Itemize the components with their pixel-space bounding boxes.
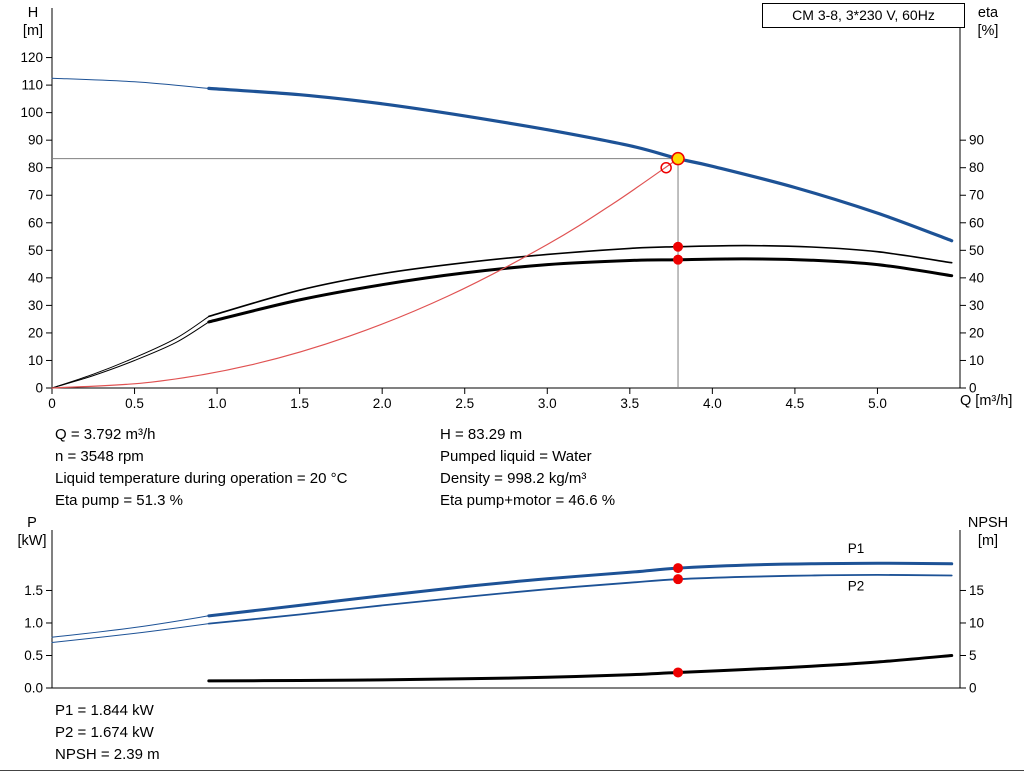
p2-curve-series bbox=[207, 573, 953, 625]
y2-tick-label: 10 bbox=[969, 353, 984, 368]
duty-info-right: H = 83.29 m Pumped liquid = Water Densit… bbox=[440, 424, 615, 512]
p1-leadin-series bbox=[51, 615, 210, 638]
y-tick-label: 80 bbox=[28, 160, 43, 175]
info-line-eta-pump-motor: Eta pump+motor = 46.6 % bbox=[440, 492, 616, 509]
y-tick-label: 50 bbox=[28, 243, 43, 258]
eta-pump-leadin-series bbox=[51, 315, 210, 389]
h-axis-label-line1: H bbox=[27, 5, 39, 21]
y-tick-label: 0.0 bbox=[24, 681, 43, 696]
x-tick-label: 0.5 bbox=[125, 396, 144, 411]
x-tick-label: 4.5 bbox=[786, 396, 805, 411]
npsh-axis-label: NPSH [m] bbox=[956, 514, 1020, 550]
y2-tick-label: 5 bbox=[969, 648, 977, 663]
npsh-curve-series bbox=[207, 654, 954, 683]
y-tick-label: 1.0 bbox=[24, 615, 43, 630]
info-line-eta-pump: Eta pump = 51.3 % bbox=[55, 492, 183, 509]
x-tick-label: 4.0 bbox=[703, 396, 722, 411]
q-axis-label: Q [m³/h] bbox=[960, 393, 1013, 409]
head-curve-series bbox=[207, 86, 954, 243]
y-tick-label: 1.5 bbox=[24, 583, 43, 598]
pump-model-title: CM 3-8, 3*230 V, 60Hz bbox=[762, 3, 965, 28]
y-tick-label: 120 bbox=[20, 50, 43, 65]
info-line-liquid: Pumped liquid = Water bbox=[440, 448, 592, 465]
npsh-axis-label-line1: NPSH bbox=[967, 515, 1009, 531]
y-tick-label: 0.5 bbox=[24, 648, 43, 663]
h-axis-label: H [m] bbox=[14, 4, 52, 40]
y-tick-label: 110 bbox=[21, 78, 43, 93]
curve-label-p1: P1 bbox=[848, 541, 865, 556]
h-axis-label-line2: [m] bbox=[22, 23, 44, 39]
duty-info-left: Q = 3.792 m³/h n = 3548 rpm Liquid tempe… bbox=[55, 424, 347, 512]
y2-tick-label: 15 bbox=[969, 583, 984, 598]
eta-axis-label-line2: [%] bbox=[977, 23, 999, 39]
qh-eta-chart: 0 10 20 30 40 50 60 70 80 90 100 110 120 0 10 20 30 40 50 6… bbox=[20, 8, 984, 411]
y2-tick-label: 90 bbox=[969, 133, 984, 148]
p-axis-label-line2: [kW] bbox=[17, 533, 47, 549]
p-axis-label: P [kW] bbox=[10, 514, 54, 550]
x-tick-label: 1.5 bbox=[290, 396, 309, 411]
info-line-p1: P1 = 1.844 kW bbox=[55, 702, 154, 719]
info-line-temperature: Liquid temperature during operation = 20… bbox=[55, 470, 348, 487]
y-tick-label: 40 bbox=[28, 270, 43, 285]
eta-pump-motor-curve-series bbox=[207, 257, 954, 324]
y2-tick-label: 50 bbox=[969, 243, 984, 258]
power-info: P1 = 1.844 kW P2 = 1.674 kW NPSH = 2.39 … bbox=[55, 700, 160, 766]
page-divider bbox=[0, 770, 1024, 771]
x-tick-label: 5.0 bbox=[868, 396, 887, 411]
y-tick-label: 70 bbox=[28, 188, 43, 203]
p2-leadin-series bbox=[51, 623, 210, 643]
p1-point bbox=[673, 563, 684, 574]
p-axis-label-line1: P bbox=[27, 515, 37, 531]
y-tick-label: 60 bbox=[28, 215, 43, 230]
p1-curve-series bbox=[207, 561, 954, 618]
info-line-p2: P2 = 1.674 kW bbox=[55, 724, 154, 741]
info-line-h: H = 83.29 m bbox=[440, 426, 523, 443]
eta-pump-motor-point bbox=[673, 254, 684, 265]
eta-axis-label-line1: eta bbox=[977, 5, 999, 21]
eta-axis-label: eta [%] bbox=[964, 4, 1012, 40]
y-tick-label: 90 bbox=[28, 133, 43, 148]
y-tick-label: 100 bbox=[20, 105, 43, 120]
curve-label-p2: P2 bbox=[848, 578, 865, 593]
x-tick-label: 2.5 bbox=[455, 396, 474, 411]
y-tick-label: 30 bbox=[28, 298, 43, 313]
y-tick-label: 0 bbox=[35, 381, 43, 396]
x-tick-label: 2.0 bbox=[373, 396, 392, 411]
npsh-axis-label-line2: [m] bbox=[977, 533, 999, 549]
eta-pump-curve-series bbox=[208, 244, 953, 318]
y2-tick-label: 40 bbox=[969, 270, 984, 285]
eta-pump-motor-leadin-series bbox=[51, 321, 210, 389]
power-npsh-chart: 0.0 0.5 1.0 1.5 0 5 10 15 P1 P2 bbox=[24, 530, 984, 696]
system-point-ring bbox=[660, 161, 672, 174]
p2-point bbox=[673, 574, 684, 585]
info-line-npsh: NPSH = 2.39 m bbox=[55, 746, 160, 763]
y2-tick-label: 70 bbox=[969, 188, 984, 203]
y-tick-label: 20 bbox=[28, 325, 43, 340]
y-tick-label: 10 bbox=[28, 353, 43, 368]
y2-tick-label: 30 bbox=[969, 298, 984, 313]
y2-tick-label: 80 bbox=[969, 160, 984, 175]
head-curve-leadin-series bbox=[51, 77, 210, 89]
x-tick-label: 1.0 bbox=[208, 396, 227, 411]
x-tick-label: 3.0 bbox=[538, 396, 557, 411]
npsh-point bbox=[673, 667, 684, 678]
y2-tick-label: 0 bbox=[969, 381, 977, 396]
x-tick-label: 0 bbox=[48, 396, 56, 411]
info-line-density: Density = 998.2 kg/m³ bbox=[440, 470, 587, 487]
info-line-q: Q = 3.792 m³/h bbox=[55, 426, 156, 443]
y2-tick-label: 0 bbox=[969, 681, 977, 696]
y2-tick-label: 10 bbox=[969, 615, 984, 630]
info-line-n: n = 3548 rpm bbox=[55, 448, 144, 465]
duty-point bbox=[671, 151, 685, 166]
eta-pump-point bbox=[673, 241, 684, 252]
y2-tick-label: 20 bbox=[969, 325, 984, 340]
system-curve-series bbox=[51, 158, 679, 389]
x-tick-label: 3.5 bbox=[620, 396, 639, 411]
y2-tick-label: 60 bbox=[969, 215, 984, 230]
